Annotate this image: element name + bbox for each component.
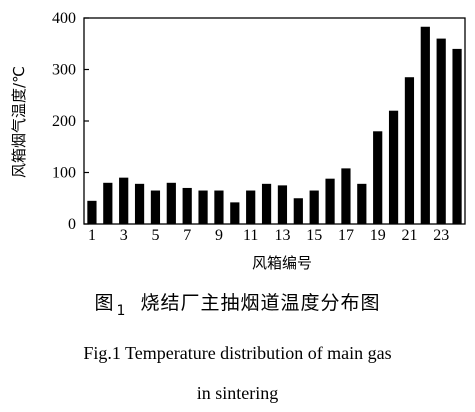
x-tick-label: 7 <box>183 227 191 244</box>
y-axis-label: 风箱烟气温度/℃ <box>10 66 28 178</box>
x-tick-label: 13 <box>274 227 290 244</box>
bar-22 <box>420 26 430 224</box>
bar-16 <box>325 178 335 224</box>
bar-5 <box>150 190 161 224</box>
figure-caption-en-line1: Fig.1 Temperature distribution of main g… <box>83 343 392 363</box>
bar-19 <box>373 131 383 224</box>
bar-4 <box>134 183 145 224</box>
bars <box>87 26 462 225</box>
bar-20 <box>388 110 399 224</box>
bar-10 <box>230 202 240 224</box>
y-tick-label: 400 <box>52 10 76 27</box>
bar-3 <box>119 177 129 224</box>
bar-9 <box>214 190 224 224</box>
figure-caption-zh: 图 1 烧结厂主抽烟道温度分布图 <box>0 288 475 319</box>
caption-zh-number: 1 <box>116 303 127 319</box>
x-tick-label: 21 <box>401 227 417 244</box>
figure-caption-en-line2: in sintering <box>196 383 279 403</box>
bar-18 <box>357 183 367 224</box>
x-tick-label: 5 <box>151 227 159 244</box>
bar-17 <box>341 168 351 224</box>
bar-13 <box>277 185 288 224</box>
bar-21 <box>404 77 415 224</box>
bar-12 <box>261 183 272 224</box>
x-tick-label: 15 <box>306 227 322 244</box>
bar-7 <box>182 187 192 224</box>
bar-14 <box>293 198 303 224</box>
x-tick-label: 9 <box>215 227 223 244</box>
x-tick-label: 23 <box>433 227 449 244</box>
bar-24 <box>452 48 462 225</box>
y-axis: 0 100 200 300 400 <box>52 10 89 233</box>
bar-23 <box>436 38 446 224</box>
y-tick-label: 100 <box>52 165 76 182</box>
x-tick-label: 11 <box>243 227 258 244</box>
caption-zh-prefix: 图 <box>94 292 115 314</box>
bar-11 <box>246 190 256 224</box>
y-tick-label: 200 <box>52 113 76 130</box>
x-tick-label: 1 <box>88 227 96 244</box>
x-tick-label: 19 <box>370 227 386 244</box>
y-tick-label: 300 <box>52 62 76 79</box>
y-tick-label: 0 <box>68 216 76 233</box>
bar-1 <box>87 200 97 224</box>
x-tick-label: 17 <box>338 227 354 244</box>
bar-15 <box>309 190 319 224</box>
bar-8 <box>198 190 208 224</box>
x-tick-label: 3 <box>120 227 128 244</box>
caption-zh-title: 烧结厂主抽烟道温度分布图 <box>140 292 381 314</box>
x-axis-label: 风箱编号 <box>252 254 312 272</box>
bar-6 <box>166 182 176 224</box>
bar-2 <box>103 182 113 224</box>
